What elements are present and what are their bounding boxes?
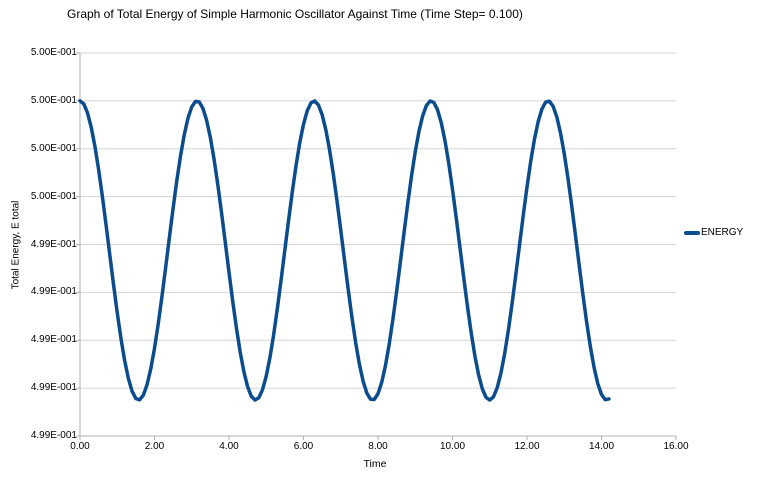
chart-title: Graph of Total Energy of Simple Harmonic… xyxy=(67,7,523,21)
legend-line-sample-icon xyxy=(684,230,700,235)
energy-series-line xyxy=(78,99,611,402)
legend-series-label: ENERGY xyxy=(701,227,744,238)
legend: ENERGY xyxy=(684,227,743,238)
